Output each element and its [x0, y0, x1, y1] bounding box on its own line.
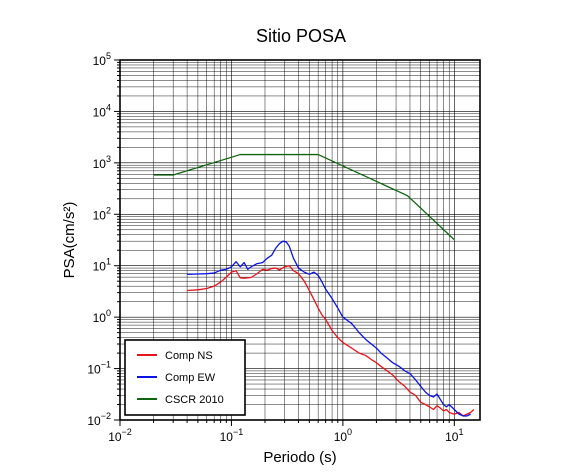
x-axis-title: Periodo (s) — [263, 449, 336, 466]
y-tick-label: 102 — [93, 205, 111, 222]
y-tick-label: 10−2 — [87, 411, 111, 428]
ticks — [114, 59, 455, 426]
legend: Comp NS Comp EW CSCR 2010 — [124, 339, 246, 416]
chart-title: Sitio POSA — [256, 26, 346, 46]
grid — [119, 59, 480, 421]
y-tick-labels: 10−2 10−1 100 101 102 103 104 105 — [87, 51, 111, 428]
x-tick-label: 10−2 — [108, 427, 132, 444]
series-line-cscr-2010 — [153, 153, 455, 241]
y-axis-title: PSA(cm/s²) — [61, 202, 78, 279]
y-tick-label: 104 — [93, 102, 111, 119]
y-tick-label: 103 — [93, 154, 111, 171]
x-tick-label: 100 — [334, 427, 352, 444]
y-tick-label: 10−1 — [87, 360, 111, 377]
y-tick-label: 105 — [93, 51, 111, 68]
series-line-comp-ew — [187, 240, 471, 417]
x-tick-label: 10−1 — [220, 427, 244, 444]
legend-label-comp-ns: Comp NS — [165, 350, 213, 362]
legend-label-cscr-2010: CSCR 2010 — [165, 394, 224, 406]
x-tick-labels: 10−2 10−1 100 101 — [108, 427, 463, 444]
series-layer — [153, 153, 475, 417]
legend-label-comp-ew: Comp EW — [165, 372, 216, 384]
y-tick-label: 100 — [93, 308, 111, 325]
y-tick-label: 101 — [93, 257, 111, 274]
series-line-comp-ns — [187, 265, 475, 417]
x-tick-label: 101 — [445, 427, 463, 444]
plot-frame — [119, 59, 481, 421]
